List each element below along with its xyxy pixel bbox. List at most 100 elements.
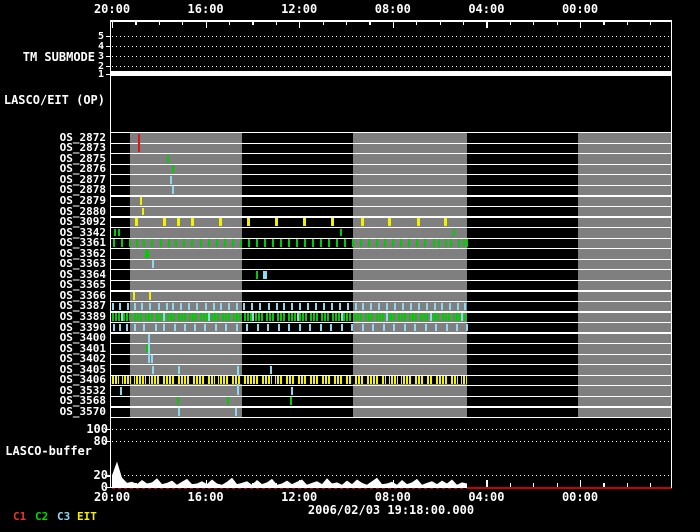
os-event-mark bbox=[360, 313, 362, 321]
os-event-mark bbox=[163, 323, 165, 332]
os-event-mark bbox=[135, 218, 138, 226]
os-event-mark bbox=[450, 239, 452, 247]
os-event-mark bbox=[305, 313, 307, 321]
os-event-mark bbox=[357, 313, 359, 321]
os-event-mark bbox=[259, 302, 261, 311]
os-event-mark bbox=[393, 323, 395, 332]
os-event-mark bbox=[464, 313, 466, 321]
hour-tick-top bbox=[322, 21, 324, 25]
os-event-mark bbox=[291, 302, 293, 311]
os-row-separator bbox=[109, 132, 672, 134]
tm-ytick-label: 1 bbox=[97, 69, 104, 80]
os-event-mark bbox=[127, 302, 129, 311]
os-event-mark bbox=[232, 239, 234, 247]
os-event-mark bbox=[272, 313, 274, 321]
os-event-mark bbox=[167, 313, 169, 321]
os-row-separator bbox=[109, 248, 672, 250]
os-event-mark bbox=[341, 323, 343, 332]
os-event-mark bbox=[191, 218, 194, 226]
os-row-label: OS_3365 bbox=[59, 278, 106, 292]
tm-gridline bbox=[112, 66, 670, 67]
os-event-mark bbox=[228, 313, 230, 321]
os-event-mark bbox=[368, 239, 370, 247]
os-row-label: OS_2873 bbox=[59, 141, 106, 155]
time-label-bottom: 00:00 bbox=[561, 490, 599, 504]
os-row-separator bbox=[109, 406, 672, 408]
os-event-mark bbox=[383, 323, 385, 332]
legend-item: C3 bbox=[57, 510, 71, 523]
os-event-mark bbox=[222, 313, 224, 321]
os-event-mark bbox=[430, 313, 432, 321]
hour-tick-bottom bbox=[580, 480, 582, 487]
os-event-mark bbox=[208, 313, 210, 321]
os-row-label: OS_3363 bbox=[59, 257, 106, 271]
os-barcode-gap bbox=[378, 376, 381, 385]
os-event-mark bbox=[225, 313, 227, 321]
os-event-mark bbox=[437, 313, 439, 321]
hour-tick-bottom bbox=[182, 483, 184, 487]
os-event-mark bbox=[239, 313, 241, 321]
os-row-separator bbox=[109, 153, 672, 155]
os-event-mark bbox=[388, 218, 391, 226]
plot-top-axis bbox=[109, 20, 672, 22]
hour-tick-top bbox=[229, 21, 231, 25]
buffer-ytick bbox=[105, 440, 110, 442]
plot-left-border bbox=[109, 20, 111, 488]
tm-gridline bbox=[112, 36, 670, 37]
os-event-mark bbox=[352, 239, 354, 247]
os-row-separator bbox=[109, 343, 672, 345]
os-event-mark bbox=[370, 302, 372, 311]
os-event-mark bbox=[252, 313, 254, 321]
os-event-mark bbox=[323, 302, 325, 311]
hour-tick-top bbox=[275, 21, 277, 25]
os-event-mark bbox=[464, 302, 466, 311]
os-event-mark bbox=[155, 323, 157, 332]
hour-tick-top bbox=[439, 21, 441, 25]
os-event-mark bbox=[290, 397, 292, 406]
tm-gridline bbox=[112, 56, 670, 57]
os-barcode-gap bbox=[272, 376, 275, 385]
os-event-mark bbox=[192, 313, 194, 321]
os-event-mark bbox=[174, 323, 176, 332]
os-event-mark bbox=[320, 323, 322, 332]
plot-right-border bbox=[670, 20, 672, 488]
os-event-mark bbox=[235, 408, 237, 416]
os-row-separator bbox=[109, 416, 672, 419]
os-event-mark bbox=[310, 313, 312, 321]
hour-tick-top bbox=[509, 21, 511, 25]
os-event-mark bbox=[307, 302, 309, 311]
os-row-separator bbox=[109, 216, 672, 218]
os-event-mark bbox=[355, 302, 357, 311]
time-label-bottom: 08:00 bbox=[374, 490, 411, 504]
os-event-mark bbox=[148, 313, 150, 321]
os-row-label: OS_3342 bbox=[59, 225, 106, 239]
os-barcode-gap bbox=[458, 376, 461, 385]
os-event-mark bbox=[382, 313, 384, 321]
os-event-mark bbox=[335, 313, 337, 321]
os-barcode-gap bbox=[131, 376, 134, 385]
os-event-mark bbox=[390, 313, 392, 321]
hour-tick-bottom bbox=[509, 483, 511, 487]
os-event-mark bbox=[409, 313, 411, 321]
os-event-mark bbox=[247, 218, 250, 226]
os-event-mark bbox=[134, 302, 136, 311]
os-event-mark bbox=[159, 313, 161, 321]
os-event-mark bbox=[177, 397, 179, 406]
os-event-mark bbox=[228, 302, 230, 311]
hour-tick-bottom bbox=[252, 483, 254, 487]
os-event-mark bbox=[402, 302, 404, 311]
os-event-mark bbox=[172, 302, 174, 311]
legend-item: EIT bbox=[77, 510, 97, 523]
os-event-mark bbox=[113, 239, 115, 247]
time-label-bottom: 04:00 bbox=[468, 490, 505, 504]
os-event-mark bbox=[280, 313, 282, 321]
time-label-bottom: 12:00 bbox=[281, 490, 318, 504]
os-event-mark bbox=[416, 239, 418, 247]
os-event-mark bbox=[277, 313, 279, 321]
os-event-mark bbox=[129, 313, 131, 321]
lasco-eit-op-panel-label: LASCO/EIT (OP) bbox=[3, 93, 105, 107]
os-row-separator bbox=[109, 258, 672, 260]
os-event-mark bbox=[362, 323, 364, 332]
hour-tick-top bbox=[650, 21, 652, 25]
os-event-mark bbox=[183, 239, 185, 247]
